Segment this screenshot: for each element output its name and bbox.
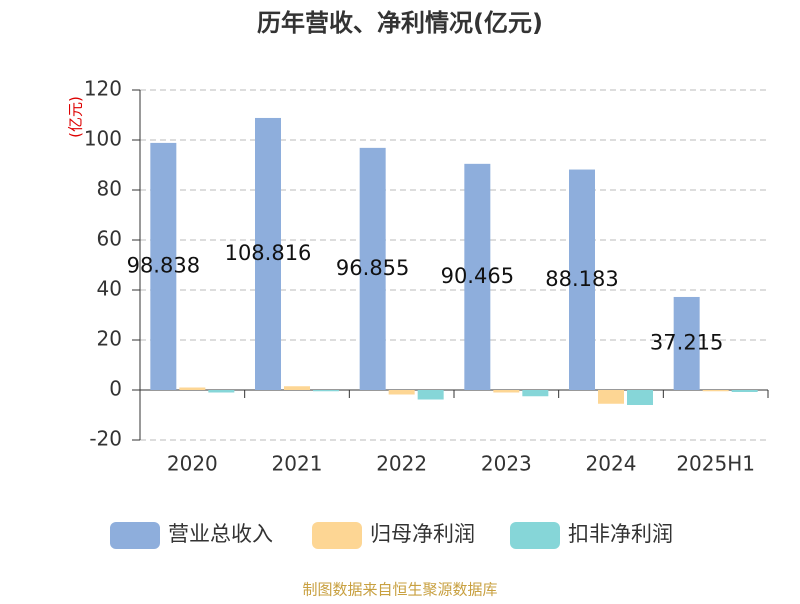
x-tick-label: 2021 [272, 452, 323, 476]
bar [313, 390, 339, 392]
bar [598, 390, 624, 404]
x-tick-label: 2022 [376, 452, 427, 476]
legend-label: 归母净利润 [370, 522, 475, 546]
x-tick-label: 2025H1 [676, 452, 755, 476]
bar [569, 169, 595, 390]
bar [150, 142, 177, 390]
legend-label: 扣非净利润 [568, 522, 673, 546]
chart-title: 历年营收、净利情况(亿元) [257, 9, 543, 37]
y-tick-label: 120 [84, 77, 122, 101]
y-tick-label: 60 [97, 227, 122, 251]
y-axis-label: (亿元) [67, 96, 85, 138]
bar [522, 390, 549, 397]
source-note: 制图数据来自恒生聚源数据库 [302, 581, 497, 599]
data-label: 108.816 [225, 241, 312, 265]
bar [179, 387, 206, 390]
y-tick-label: 20 [97, 327, 122, 351]
data-label: 90.465 [441, 264, 514, 288]
data-label: 98.838 [127, 253, 200, 277]
x-tick-label: 2023 [481, 452, 532, 476]
bar [731, 390, 758, 392]
bar [208, 390, 235, 393]
legend-swatch [110, 522, 160, 549]
bar [464, 163, 491, 390]
bar [284, 386, 310, 390]
y-tick-label: 80 [97, 177, 122, 201]
data-label: 88.183 [545, 267, 618, 291]
x-tick-label: 2024 [586, 452, 637, 476]
x-tick-label: 2020 [167, 452, 218, 476]
legend-label: 营业总收入 [168, 522, 273, 546]
bar [388, 390, 415, 395]
y-tick-label: -20 [89, 427, 122, 451]
data-label: 37.215 [650, 330, 723, 354]
data-label: 96.855 [336, 256, 409, 280]
legend-swatch [312, 522, 362, 549]
bar [255, 117, 281, 391]
bar [702, 390, 729, 392]
y-tick-label: 40 [97, 277, 122, 301]
bar [417, 390, 444, 400]
bar [359, 147, 386, 390]
bar [493, 390, 520, 393]
y-tick-label: 100 [84, 127, 122, 151]
y-tick-label: 0 [109, 377, 122, 401]
bar [627, 390, 653, 405]
bar [673, 296, 700, 390]
legend-swatch [510, 522, 560, 549]
